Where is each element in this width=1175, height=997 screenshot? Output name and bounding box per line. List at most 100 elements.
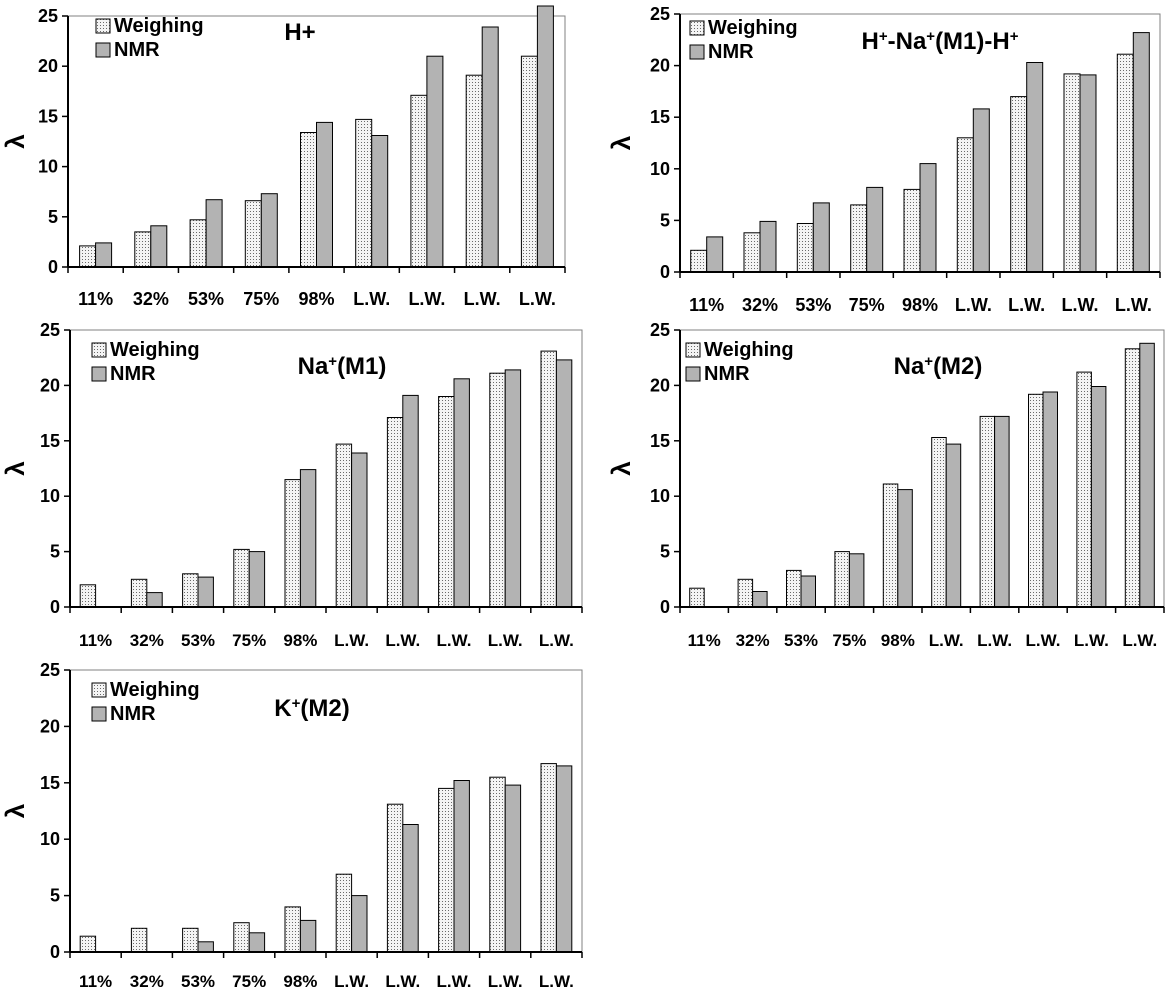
legend-label-weighing: Weighing bbox=[114, 15, 204, 37]
bar-nmr bbox=[1026, 62, 1044, 273]
x-tick-label: 11% bbox=[79, 631, 112, 650]
x-tick-label: 98% bbox=[902, 295, 938, 315]
legend-label-nmr: NMR bbox=[114, 39, 160, 61]
bar-weighing bbox=[410, 94, 428, 268]
x-tick-label: L.W. bbox=[929, 631, 964, 650]
bar-weighing bbox=[130, 927, 148, 953]
x-tick-label: L.W. bbox=[353, 289, 390, 309]
bar-weighing bbox=[1028, 393, 1044, 608]
x-tick-label: L.W. bbox=[437, 972, 472, 991]
y-tick-label: 0 bbox=[48, 257, 58, 277]
bar-nmr bbox=[972, 108, 990, 273]
bar-nmr bbox=[1132, 32, 1150, 273]
bar-weighing bbox=[489, 372, 506, 608]
x-tick-label: L.W. bbox=[437, 631, 472, 650]
bar-nmr bbox=[812, 202, 830, 273]
x-tick-label: L.W. bbox=[385, 631, 420, 650]
bar-nmr bbox=[426, 55, 444, 268]
bar-nmr bbox=[800, 575, 816, 608]
y-tick-label: 10 bbox=[38, 157, 58, 177]
x-tick-label: 98% bbox=[881, 631, 915, 650]
x-tick-label: L.W. bbox=[1062, 295, 1099, 315]
bar-nmr bbox=[555, 359, 573, 608]
x-tick-label: L.W. bbox=[385, 972, 420, 991]
bar-weighing bbox=[465, 74, 483, 268]
y-tick-label: 15 bbox=[40, 773, 60, 793]
bar-weighing bbox=[182, 927, 199, 953]
legend-swatch-weighing bbox=[91, 342, 107, 358]
bar-weighing bbox=[182, 573, 199, 608]
x-tick-label: 53% bbox=[188, 289, 224, 309]
y-tick-label: 25 bbox=[650, 320, 670, 340]
bar-nmr bbox=[197, 941, 214, 953]
bar-nmr bbox=[402, 394, 419, 608]
x-tick-label: 32% bbox=[130, 631, 164, 650]
y-tick-label: 0 bbox=[50, 597, 60, 617]
y-axis-label: λ bbox=[606, 461, 636, 476]
x-tick-label: L.W. bbox=[334, 972, 369, 991]
y-tick-label: 25 bbox=[40, 320, 60, 340]
bar-nmr bbox=[706, 236, 724, 273]
bar-nmr bbox=[1042, 391, 1058, 608]
y-tick-label: 15 bbox=[38, 106, 58, 126]
bar-weighing bbox=[743, 232, 761, 273]
y-tick-label: 20 bbox=[650, 56, 670, 76]
legend-swatch-weighing bbox=[95, 18, 111, 34]
bar-weighing bbox=[335, 873, 353, 953]
bar-weighing bbox=[1116, 53, 1134, 273]
y-tick-label: 15 bbox=[650, 107, 670, 127]
bar-nmr bbox=[481, 26, 499, 268]
bar-weighing bbox=[1010, 96, 1028, 273]
bar-weighing bbox=[300, 132, 317, 268]
x-tick-label: L.W. bbox=[408, 289, 445, 309]
bar-weighing bbox=[244, 200, 262, 268]
bar-nmr bbox=[1139, 342, 1155, 608]
bar-weighing bbox=[834, 551, 850, 608]
bar-weighing bbox=[284, 479, 301, 608]
bar-weighing bbox=[786, 569, 802, 608]
x-tick-label: L.W. bbox=[539, 631, 574, 650]
x-tick-label: L.W. bbox=[1026, 631, 1061, 650]
legend-label-nmr: NMR bbox=[110, 363, 156, 385]
y-tick-label: 10 bbox=[650, 486, 670, 506]
bar-nmr bbox=[351, 452, 368, 608]
x-tick-label: 53% bbox=[181, 631, 215, 650]
chart-panel-3: 0 5 10 15 20 25 11% 32% 53% 75% 98% L.W. L.W. L.W. L.W… bbox=[0, 320, 583, 650]
bar-weighing bbox=[233, 922, 250, 953]
bar-weighing bbox=[903, 188, 921, 273]
y-tick-label: 5 bbox=[50, 542, 60, 562]
y-tick-label: 25 bbox=[40, 660, 60, 680]
bar-nmr bbox=[316, 121, 333, 268]
legend-label-nmr: NMR bbox=[704, 363, 750, 385]
bar-nmr bbox=[351, 895, 368, 953]
bar-nmr bbox=[402, 824, 419, 953]
y-tick-label: 0 bbox=[660, 262, 670, 282]
bar-weighing bbox=[956, 137, 974, 273]
x-tick-label: L.W. bbox=[519, 289, 556, 309]
bar-weighing bbox=[850, 204, 868, 273]
x-tick-label: 98% bbox=[283, 631, 317, 650]
y-tick-label: 0 bbox=[660, 597, 670, 617]
x-tick-label: L.W. bbox=[1008, 295, 1045, 315]
bar-nmr bbox=[752, 591, 768, 608]
bar-weighing bbox=[438, 396, 455, 608]
x-tick-label: L.W. bbox=[1122, 631, 1157, 650]
x-tick-label: 75% bbox=[243, 289, 279, 309]
x-tick-label: L.W. bbox=[1115, 295, 1152, 315]
bar-weighing bbox=[540, 350, 557, 608]
bar-weighing bbox=[690, 249, 708, 273]
legend-swatch-weighing bbox=[685, 342, 701, 358]
y-tick-label: 20 bbox=[650, 375, 670, 395]
x-tick-label: 32% bbox=[736, 631, 770, 650]
y-tick-label: 10 bbox=[40, 829, 60, 849]
bar-nmr bbox=[504, 784, 522, 953]
bar-weighing bbox=[737, 578, 754, 608]
bar-weighing bbox=[540, 763, 557, 953]
bar-weighing bbox=[386, 803, 404, 953]
bar-nmr bbox=[371, 135, 389, 268]
bar-nmr bbox=[248, 932, 266, 953]
